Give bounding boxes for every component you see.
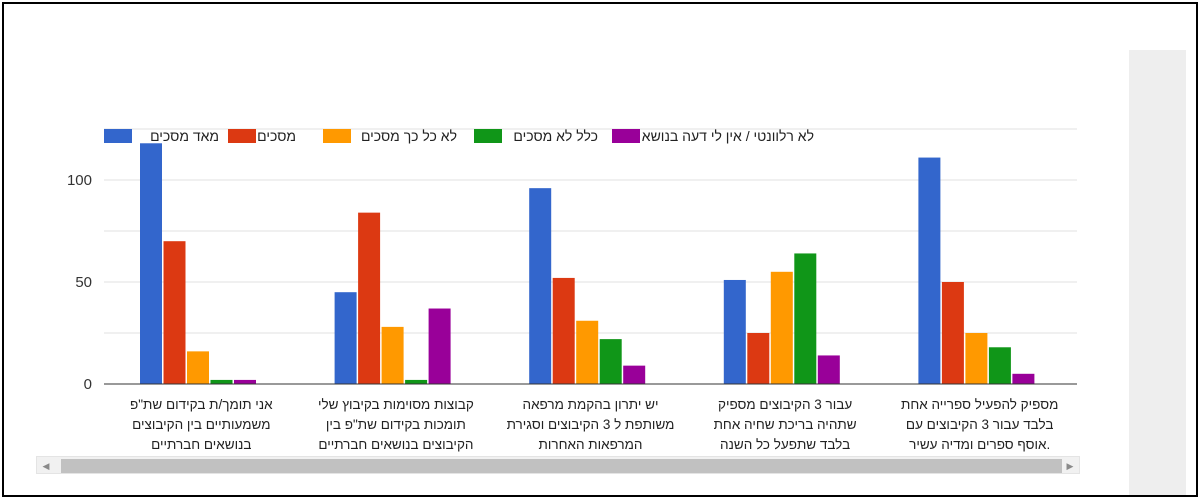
bar xyxy=(988,347,1011,384)
legend-label: כלל לא מסכים xyxy=(513,128,598,144)
x-category-label: בנושאים חברתיים xyxy=(151,437,251,452)
x-category-label: משמעותיים בין הקיבוצים xyxy=(132,417,270,432)
bar xyxy=(381,326,404,384)
legend-swatch xyxy=(323,129,351,143)
bar xyxy=(817,355,840,384)
bar xyxy=(599,339,622,384)
legend-label: לא כל כך מסכים xyxy=(361,128,457,144)
bar xyxy=(770,271,793,384)
bar xyxy=(210,379,233,384)
legend-swatch xyxy=(612,129,640,143)
side-panel xyxy=(1129,50,1186,495)
x-category-label: קבוצות מסוימות בקיבוץ שלי xyxy=(318,397,474,412)
x-category-label: משותפת ל 3 הקיבוצים וסגירת xyxy=(507,417,675,432)
scrollbar-thumb[interactable] xyxy=(61,459,881,473)
bar xyxy=(405,379,428,384)
x-category-label: שתהיה בריכת שחיה אחת xyxy=(714,417,857,432)
bar xyxy=(965,333,988,384)
x-category-label: תומכות בקידום שת"פ בין xyxy=(326,417,466,432)
x-category-label: אני תומך/ת בקידום שת"פ xyxy=(130,397,273,412)
legend-swatch xyxy=(104,129,132,143)
bar xyxy=(576,320,599,384)
bar xyxy=(140,143,162,384)
scroll-right-icon[interactable]: ▶ xyxy=(1066,461,1074,471)
bar xyxy=(1012,373,1035,384)
legend-label: לא רלוונטי / אין לי דעה בנושא xyxy=(642,128,814,144)
scrollbar-thumb-secondary[interactable] xyxy=(872,459,1062,473)
bar xyxy=(941,282,964,384)
y-tick-label: 50 xyxy=(75,274,92,291)
legend-label: מסכים xyxy=(257,128,296,144)
scroll-left-icon[interactable]: ◀ xyxy=(42,461,50,471)
bar xyxy=(334,292,357,384)
bar xyxy=(529,188,552,384)
bar xyxy=(187,351,209,384)
bar xyxy=(234,379,256,384)
x-category-label: .אוסף ספרים ומדיה עשיר xyxy=(909,437,1050,452)
x-category-label: המרפאות האחרות xyxy=(539,437,643,452)
bar xyxy=(163,241,186,384)
bar xyxy=(552,277,575,384)
horizontal-scrollbar[interactable]: ◀ ▶ xyxy=(36,456,1080,474)
x-category-label: עבור 3 הקיבוצים מספיק xyxy=(718,397,852,412)
x-category-label: יש יתרון בהקמת מרפאה xyxy=(523,397,659,412)
bar xyxy=(623,365,646,384)
y-tick-label: 0 xyxy=(84,376,92,393)
legend-label: מאד מסכים xyxy=(150,128,219,144)
bar xyxy=(794,253,817,384)
x-category-label: הקיבוצים בנושאים חברתיים xyxy=(318,437,473,452)
x-category-label: בלבד עבור 3 הקיבוצים עם xyxy=(906,417,1054,432)
bar xyxy=(358,212,381,384)
x-category-label: בלבד שתפעל כל השנה xyxy=(720,437,850,452)
x-category-label: מספיק להפעיל ספרייה אחת xyxy=(901,397,1058,412)
y-tick-label: 100 xyxy=(67,172,92,189)
bar xyxy=(747,333,770,384)
bar xyxy=(723,279,746,384)
bar xyxy=(428,308,451,384)
bar xyxy=(918,157,941,384)
legend-swatch xyxy=(474,129,502,143)
legend-swatch xyxy=(228,129,256,143)
